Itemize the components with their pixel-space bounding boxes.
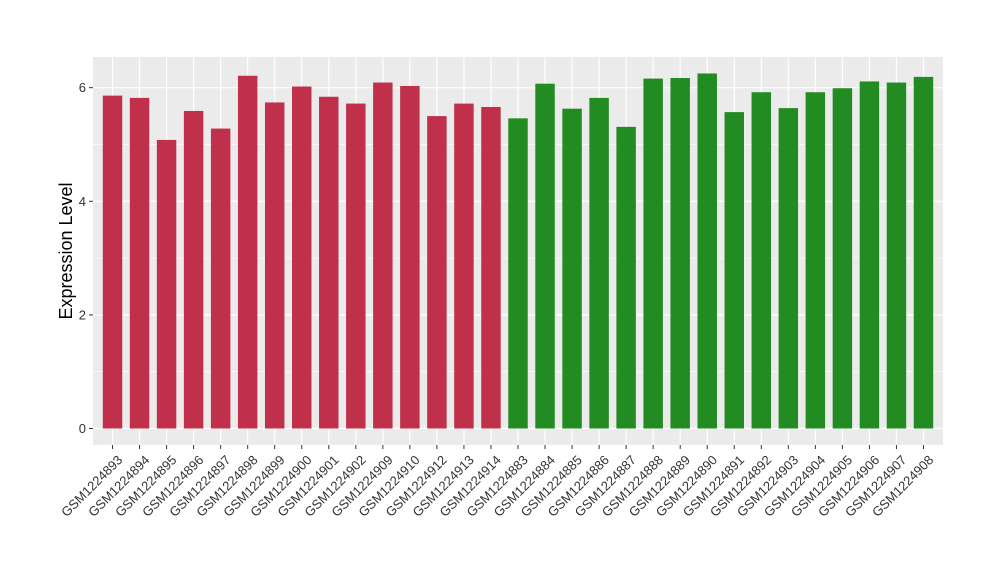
bar-GSM1224900 xyxy=(292,86,312,429)
bar-GSM1224905 xyxy=(832,88,853,429)
x-axis: GSM1224893GSM1224894GSM1224895GSM1224896… xyxy=(58,445,936,520)
bar-GSM1224907 xyxy=(886,82,907,429)
y-tick-label: 6 xyxy=(79,80,86,95)
bar-GSM1224909 xyxy=(373,82,393,429)
bar-GSM1224897 xyxy=(210,128,231,429)
bar-GSM1224883 xyxy=(508,118,528,429)
bar-GSM1224888 xyxy=(643,78,663,429)
y-tick-label: 0 xyxy=(79,421,86,436)
bar-GSM1224903 xyxy=(778,108,799,429)
bar-GSM1224904 xyxy=(805,92,826,429)
bar-GSM1224887 xyxy=(616,126,636,429)
y-axis: 0 2 4 6 xyxy=(79,80,93,436)
bar-GSM1224885 xyxy=(562,108,582,429)
bar-GSM1224912 xyxy=(427,116,447,429)
bar-GSM1224893 xyxy=(102,95,123,429)
bar-GSM1224910 xyxy=(400,85,420,429)
bar-GSM1224908 xyxy=(913,76,934,429)
bar-GSM1224892 xyxy=(751,92,772,429)
bar-GSM1224901 xyxy=(319,96,339,429)
y-tick-label: 4 xyxy=(79,194,86,209)
y-axis-title: Expression Level xyxy=(56,182,76,319)
bar-GSM1224913 xyxy=(454,103,474,429)
bar-GSM1224886 xyxy=(589,97,609,429)
bar-GSM1224914 xyxy=(481,106,501,429)
bar-GSM1224898 xyxy=(237,75,258,429)
bar-GSM1224890 xyxy=(697,73,717,429)
bar-GSM1224906 xyxy=(859,81,880,429)
bar-GSM1224899 xyxy=(264,102,285,429)
bar-GSM1224889 xyxy=(670,78,690,429)
y-tick-label: 2 xyxy=(79,307,86,322)
bar-GSM1224902 xyxy=(346,103,366,429)
bar-GSM1224894 xyxy=(129,97,150,429)
bar-GSM1224884 xyxy=(535,83,555,429)
bars xyxy=(102,73,934,429)
bar-GSM1224895 xyxy=(156,139,177,429)
bar-GSM1224896 xyxy=(183,110,204,429)
bar-GSM1224891 xyxy=(724,112,744,429)
